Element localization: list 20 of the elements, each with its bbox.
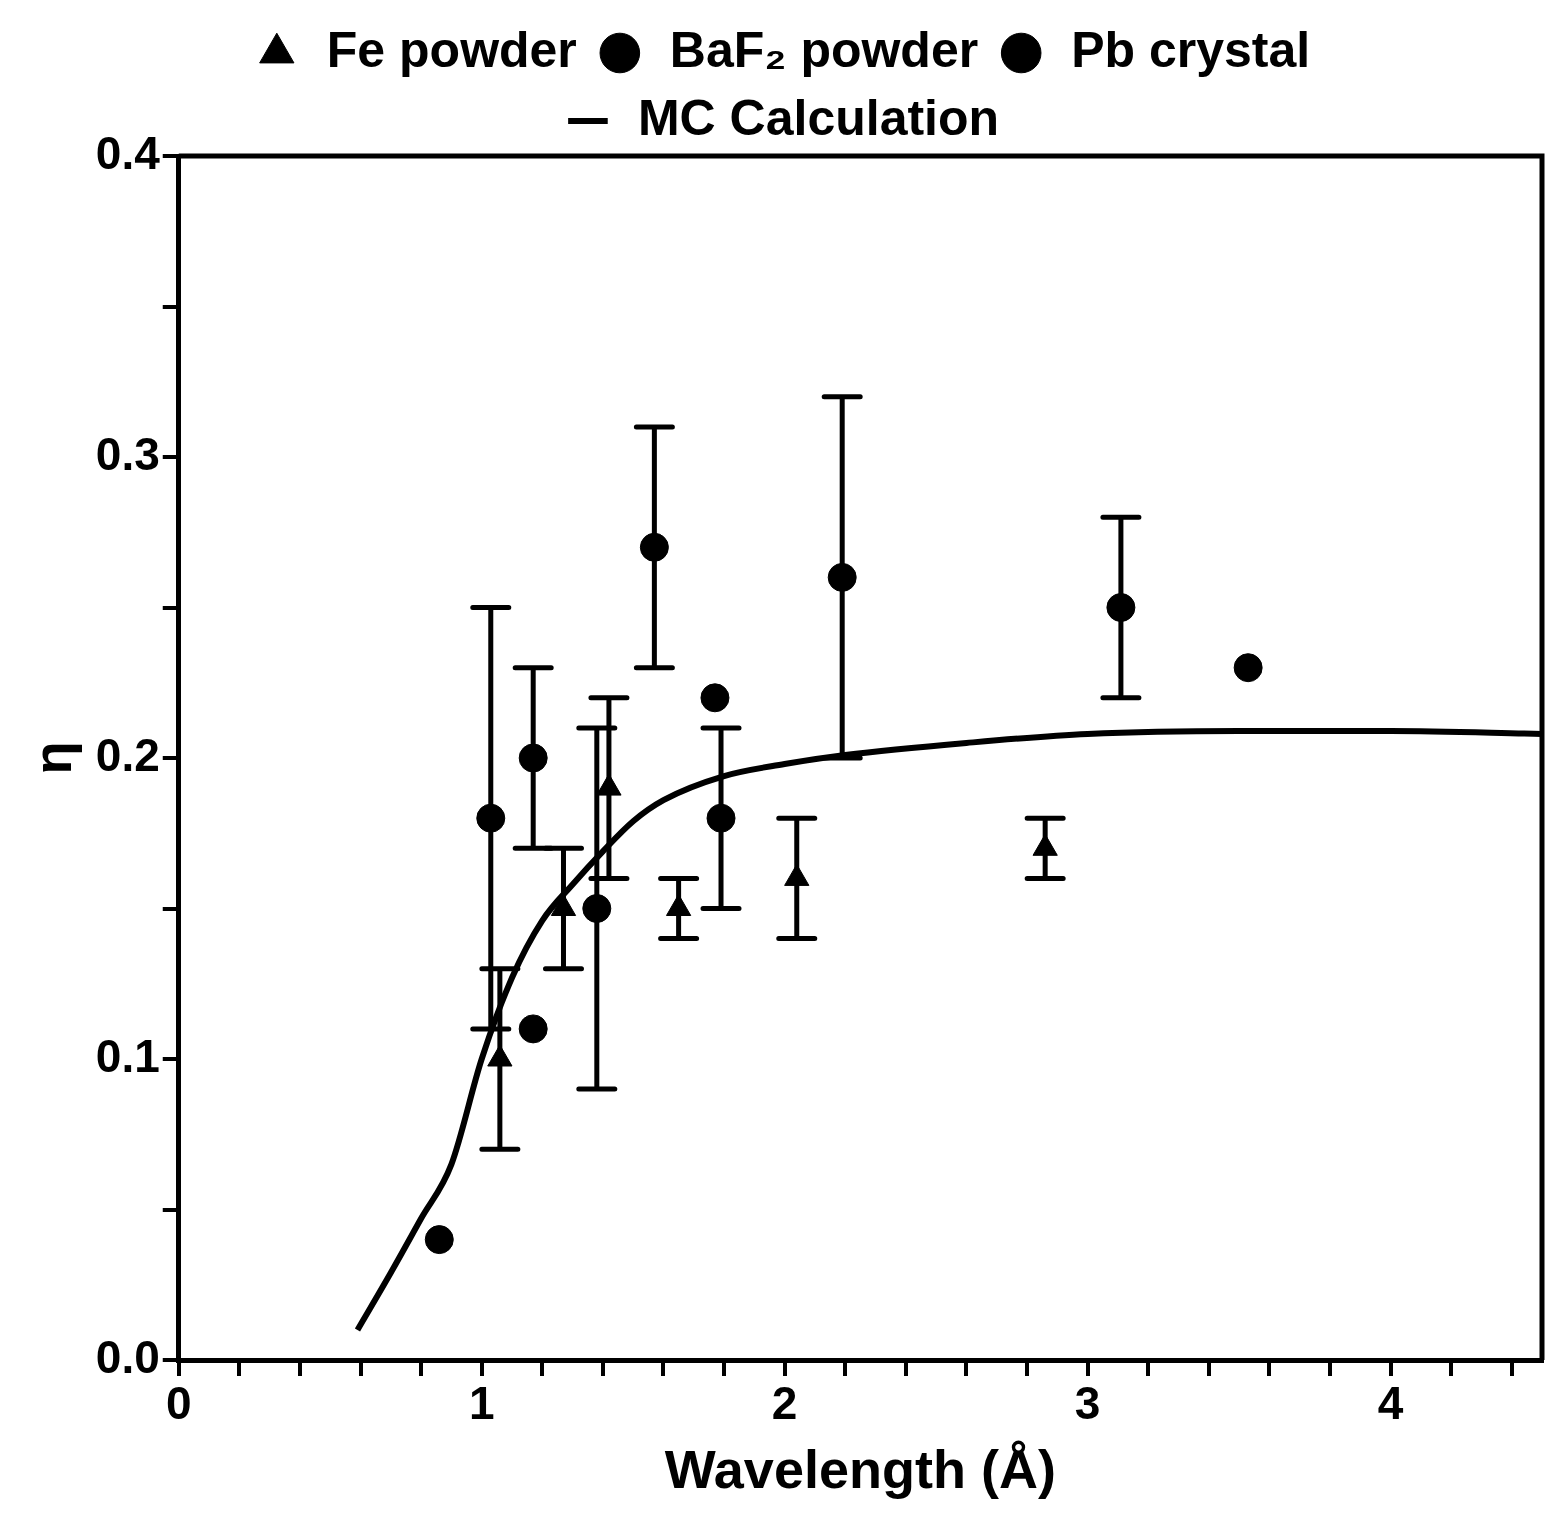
point xyxy=(700,683,730,713)
x-tick-label: 3 xyxy=(1074,1377,1101,1430)
x-tick-label: 2 xyxy=(771,1377,798,1430)
x-axis-title: Wavelength (Å) xyxy=(664,1439,1056,1500)
y-tick-label: 0.3 xyxy=(95,427,160,480)
x-tick-label: 4 xyxy=(1377,1377,1404,1430)
x-tick-label: 1 xyxy=(468,1377,495,1430)
legend-label: MC Calculation xyxy=(637,89,1000,146)
y-axis-title: η xyxy=(22,741,83,775)
legend-label: Fe powder xyxy=(326,21,577,78)
point xyxy=(518,1014,548,1044)
x-tick-label: 0 xyxy=(165,1377,192,1430)
point xyxy=(424,1225,454,1255)
y-tick-label: 0.2 xyxy=(95,728,160,781)
y-tick-label: 0.0 xyxy=(95,1330,160,1383)
legend-label: Pb crystal xyxy=(1071,21,1311,78)
y-tick-label: 0.4 xyxy=(95,126,161,179)
point xyxy=(1233,653,1263,683)
legend-label: BaF₂ powder xyxy=(669,21,979,78)
y-tick-label: 0.1 xyxy=(95,1029,160,1082)
